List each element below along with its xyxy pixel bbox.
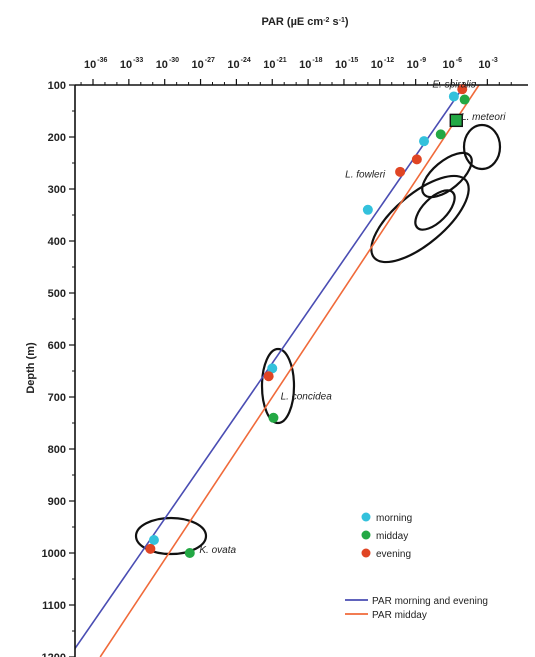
x-tick-exponent: -21 — [277, 57, 287, 64]
legend-line-label: PAR midday — [372, 610, 427, 621]
x-tick-exponent: -3 — [492, 57, 498, 64]
x-tick-label: 10-6 — [443, 57, 463, 71]
legend: morning midday evening PAR morning and even… — [345, 512, 488, 621]
y-tick-label: 400 — [48, 236, 66, 248]
x-axis-title-superscript: -1 — [339, 17, 345, 24]
x-tick-label: 10-33 — [120, 57, 143, 71]
ellipse-l-fowleri — [370, 174, 470, 264]
x-tick-base: 10 — [407, 59, 419, 71]
x-tick-label: 10-27 — [192, 57, 215, 71]
x-tick-label: 10-30 — [156, 57, 179, 71]
x-tick-exponent: -36 — [97, 57, 107, 64]
point-midday — [459, 94, 470, 105]
species-label: L. meteori — [461, 112, 506, 123]
ellipse-l-meteori — [421, 151, 473, 199]
species-label: E. spiralis — [432, 79, 475, 90]
x-tick-base: 10 — [263, 59, 275, 71]
y-tick-label: 600 — [48, 340, 66, 352]
legend-label-midday: midday — [376, 531, 408, 542]
ellipse-k-ovata — [134, 516, 208, 556]
point-evening — [457, 84, 468, 95]
x-tick-label: 10-12 — [371, 57, 394, 71]
y-tick-label: 100 — [48, 80, 66, 92]
point-evening — [263, 371, 274, 382]
x-tick-label: 10-21 — [263, 57, 286, 71]
x-tick-base: 10 — [335, 59, 347, 71]
x-tick-exponent: -27 — [205, 57, 215, 64]
x-tick-label: 10-18 — [299, 57, 322, 71]
point-evening — [395, 166, 406, 177]
point-midday — [268, 412, 279, 423]
y-tick-label: 200 — [48, 132, 66, 144]
species-labels: E. spiralis L. meteori L. fowleri L. concid… — [199, 79, 506, 555]
y-tick-label: 500 — [48, 288, 66, 300]
point-morning — [448, 91, 459, 102]
x-tick-exponent: -30 — [169, 57, 179, 64]
species-label: L. fowleri — [345, 169, 386, 180]
ellipse-l-concidea — [260, 347, 296, 425]
legend-line-label: PAR morning and evening — [372, 596, 488, 607]
x-tick-exponent: -9 — [420, 57, 426, 64]
point-morning — [267, 363, 278, 374]
x-tick-exponent: -6 — [456, 57, 462, 64]
x-tick-base: 10 — [84, 59, 96, 71]
point-morning — [419, 136, 430, 147]
x-tick-exponent: -24 — [241, 57, 251, 64]
x-tick-label: 10-24 — [227, 57, 250, 71]
x-tick-exponent: -12 — [384, 57, 394, 64]
x-tick-base: 10 — [156, 59, 168, 71]
par-midday-line — [99, 85, 480, 657]
legend-label-morning: morning — [376, 513, 412, 524]
y-tick-label: 300 — [48, 184, 66, 196]
x-tick-base: 10 — [299, 59, 311, 71]
par-morning-evening-line — [75, 85, 466, 650]
point-morning — [362, 204, 373, 215]
ellipse-e-spiralis — [462, 123, 502, 171]
y-tick-label: 1200 — [42, 652, 66, 657]
x-axis-title-text: s — [329, 16, 338, 28]
data-points — [145, 84, 470, 558]
y-tick-label: 800 — [48, 444, 66, 456]
x-tick-base: 10 — [478, 59, 490, 71]
x-axis-title-superscript: -2 — [323, 17, 329, 24]
species-label: K. ovata — [199, 545, 236, 556]
point-morning — [148, 535, 159, 545]
par-lines — [75, 85, 480, 657]
x-tick-label: 10-15 — [335, 57, 358, 71]
point-evening — [145, 543, 156, 554]
y-axis-title: Depth (m) — [25, 342, 37, 394]
species-ellipses — [134, 123, 502, 556]
y-tick-label: 700 — [48, 392, 66, 404]
x-tick-base: 10 — [192, 59, 204, 71]
point-midday — [449, 113, 463, 128]
legend-marker-evening — [361, 548, 371, 558]
x-axis-title-text: ) — [345, 16, 349, 28]
x-axis-title: PAR (µE cm-2 s-1) — [261, 16, 348, 28]
y-tick-label: 1000 — [42, 548, 66, 560]
x-axis-title-text: PAR (µE cm — [261, 16, 323, 28]
y-tick-label: 900 — [48, 496, 66, 508]
x-tick-label: 10-3 — [478, 57, 498, 71]
legend-marker-midday — [361, 530, 371, 540]
x-tick-base: 10 — [443, 59, 455, 71]
legend-marker-morning — [361, 512, 371, 522]
x-tick-exponent: -15 — [348, 57, 358, 64]
x-tick-base: 10 — [227, 59, 239, 71]
legend-label-evening: evening — [376, 549, 411, 560]
x-tick-exponent: -33 — [133, 57, 143, 64]
x-tick-base: 10 — [120, 59, 132, 71]
axes: 10-36 10-33 10-30 10-27 10-24 10-21 10-18 10-15… — [25, 16, 528, 657]
point-midday — [435, 129, 446, 140]
x-tick-label: 10-9 — [407, 57, 427, 71]
x-tick-label: 10-36 — [84, 57, 107, 71]
point-midday — [184, 548, 195, 558]
x-tick-exponent: -18 — [312, 57, 322, 64]
point-evening — [411, 154, 422, 165]
species-label: L. concidea — [281, 391, 333, 402]
y-tick-label: 1100 — [42, 600, 66, 612]
ellipse-l-meteori-inner — [414, 189, 456, 231]
x-tick-base: 10 — [371, 59, 383, 71]
